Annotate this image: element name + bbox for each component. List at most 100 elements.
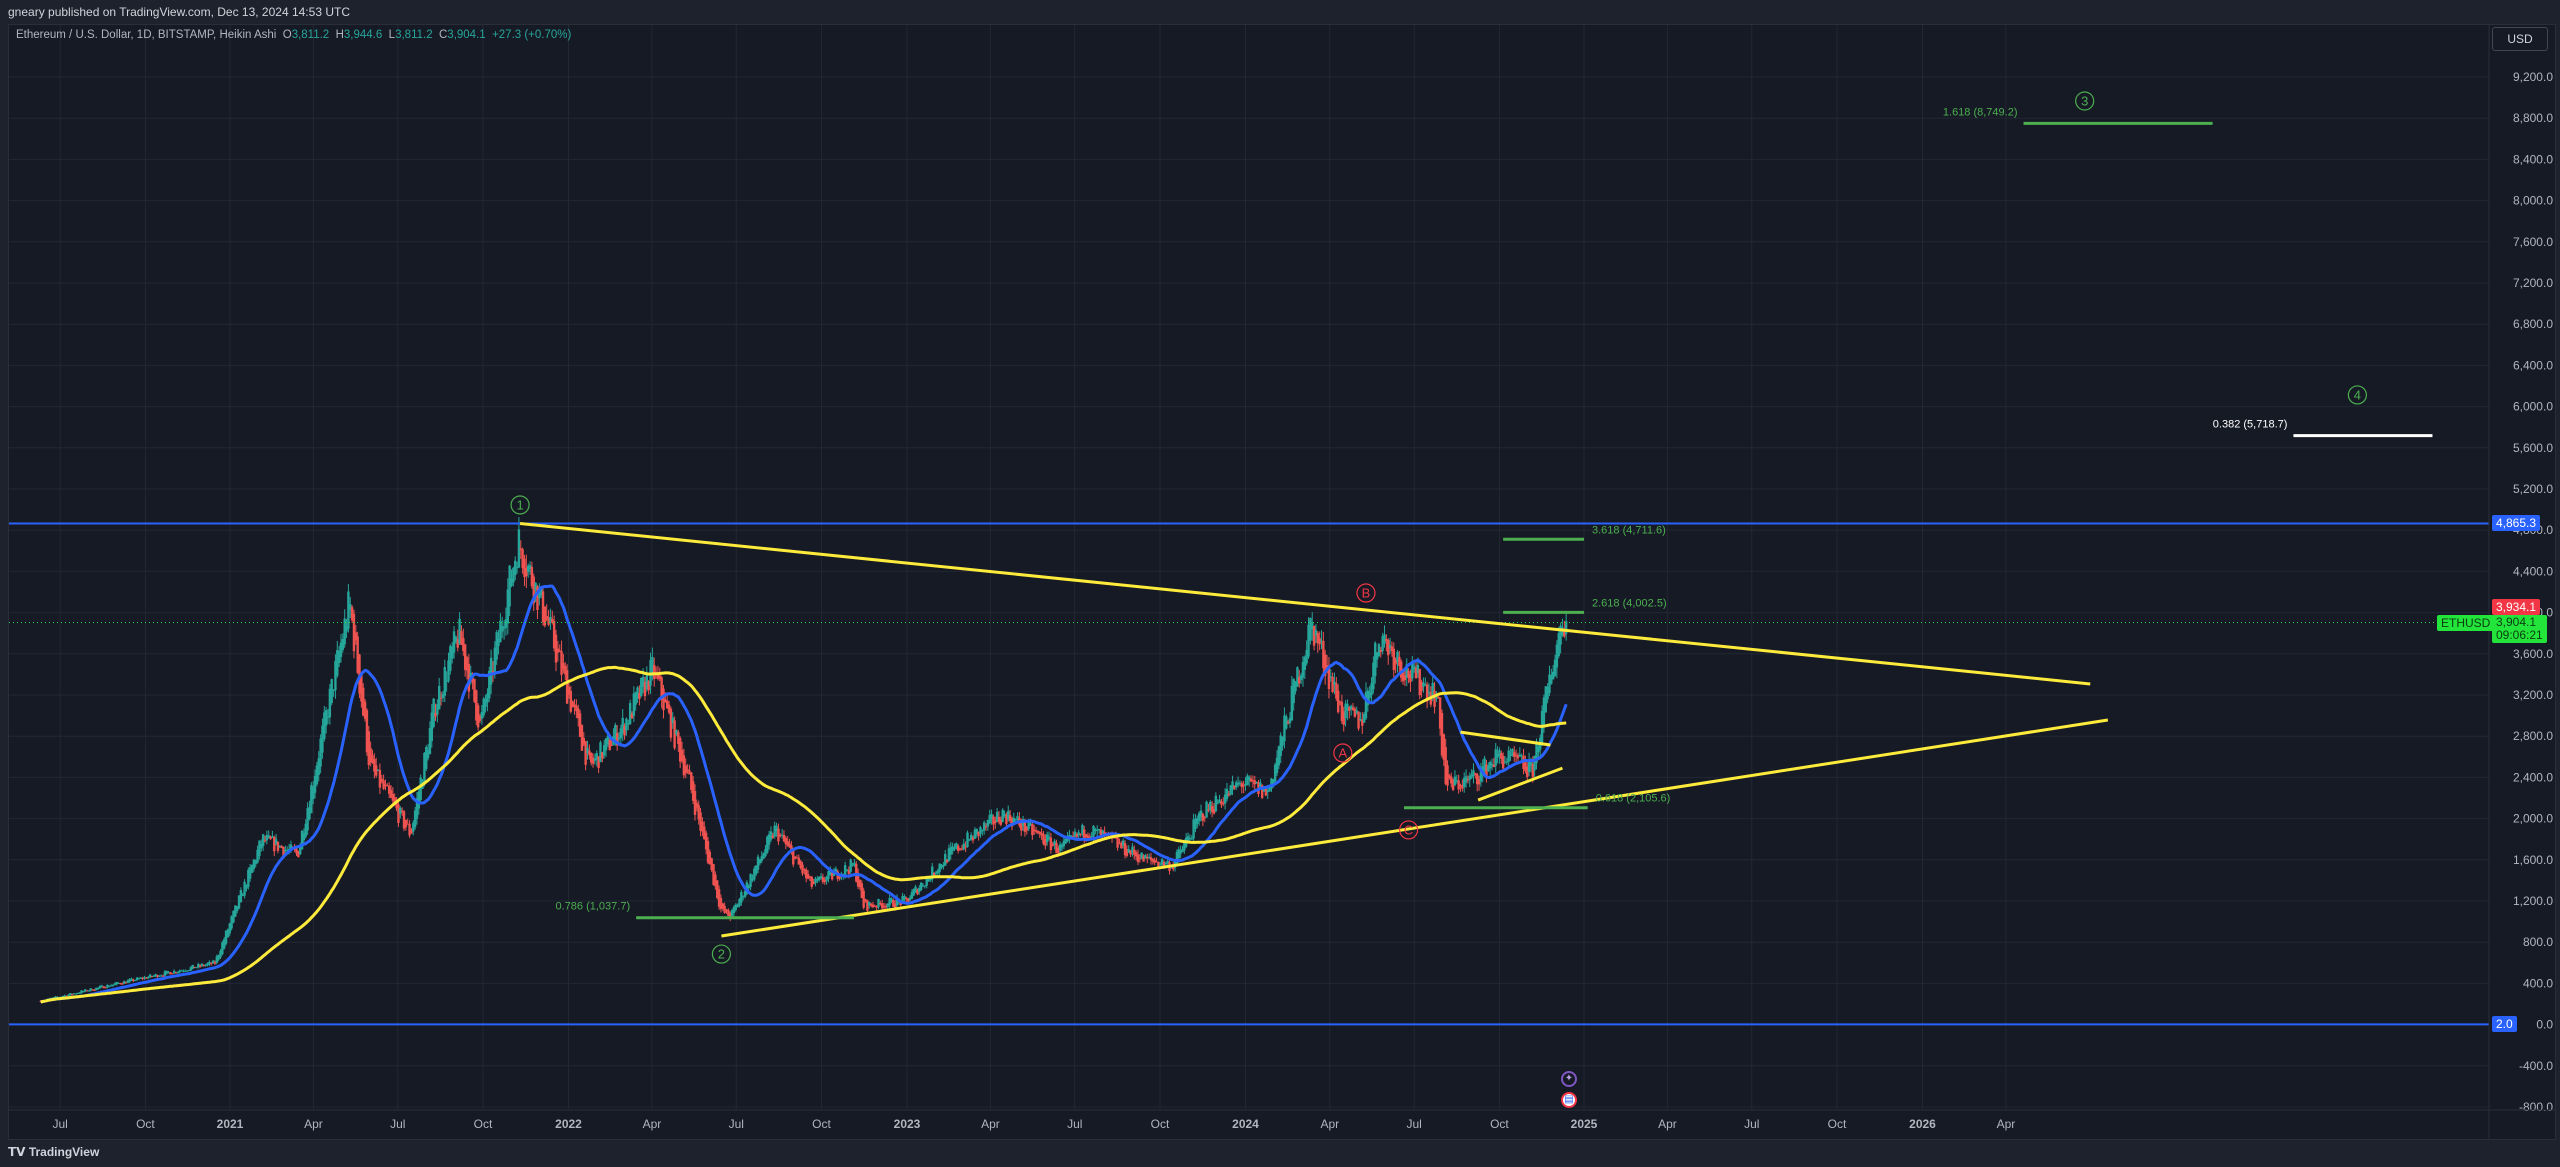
candle: [727, 910, 730, 917]
candle: [997, 816, 1001, 823]
wave-label: 3: [2081, 93, 2088, 108]
candle: [829, 870, 832, 876]
candle: [261, 834, 265, 847]
candle: [363, 701, 367, 719]
candle: [567, 686, 571, 695]
candle: [749, 873, 752, 887]
y-tick-label: -800.0: [2519, 1100, 2553, 1114]
candle: [1548, 674, 1551, 693]
candle: [784, 838, 788, 845]
x-tick-label: Apr: [643, 1117, 662, 1131]
candle: [482, 698, 485, 716]
candle: [1283, 715, 1286, 742]
candle: [1298, 676, 1301, 684]
candle: [1253, 780, 1256, 785]
candle: [641, 676, 645, 687]
candle: [1316, 632, 1319, 644]
candle: [352, 613, 356, 652]
candle: [810, 876, 813, 887]
candle: [376, 769, 380, 771]
candle: [1012, 817, 1016, 823]
candle: [234, 905, 237, 917]
candle: [206, 963, 209, 966]
x-tick-label: 2022: [555, 1117, 582, 1131]
candle: [849, 859, 852, 872]
candle: [767, 834, 771, 845]
us-flag-event-icon[interactable]: ▤: [1561, 1092, 1577, 1108]
candle: [817, 876, 821, 880]
hline-price-tag: 4,865.3: [2492, 515, 2541, 531]
candle: [1055, 842, 1058, 853]
candle: [389, 789, 393, 798]
x-tick-label: Apr: [981, 1117, 1000, 1131]
x-tick-label: Jul: [1744, 1117, 1759, 1131]
candle: [1531, 764, 1534, 777]
candle: [1220, 801, 1223, 805]
candle: [981, 830, 984, 832]
candle: [1507, 750, 1510, 762]
wave-label: 2: [718, 947, 725, 962]
candle: [1477, 779, 1481, 785]
candle: [108, 986, 111, 988]
candle: [1285, 716, 1288, 729]
candle: [879, 903, 882, 905]
currency-button[interactable]: USD: [2492, 27, 2548, 51]
x-tick-label: Jul: [390, 1117, 405, 1131]
candle: [267, 835, 270, 838]
chart-pane[interactable]: [8, 24, 2556, 1140]
candle: [1535, 741, 1538, 764]
candle: [910, 892, 914, 899]
event-star-icon[interactable]: ✦: [1561, 1071, 1577, 1087]
candle: [853, 862, 856, 866]
candle: [721, 903, 725, 909]
candle: [1357, 711, 1360, 729]
candle: [514, 560, 517, 576]
candle: [1524, 762, 1527, 772]
candle: [463, 644, 467, 670]
candle: [773, 825, 776, 837]
candle: [923, 885, 927, 887]
candle: [856, 872, 860, 887]
tv-logo-icon: 𝗧𝗩: [8, 1145, 29, 1159]
candle: [102, 986, 105, 989]
candle: [72, 993, 76, 995]
candle: [1077, 832, 1080, 836]
candle: [161, 975, 165, 977]
candle: [1301, 661, 1305, 678]
candle: [152, 975, 155, 977]
candle: [1375, 652, 1379, 660]
candle: [1324, 654, 1327, 676]
candle: [1144, 855, 1147, 859]
candle: [386, 785, 389, 787]
candle: [738, 899, 741, 906]
candle: [369, 748, 372, 763]
candle: [1368, 692, 1371, 698]
candle: [953, 848, 956, 850]
x-tick-label: 2025: [1571, 1117, 1598, 1131]
candle: [83, 989, 87, 992]
tradingview-logo[interactable]: 𝗧𝗩 TradingView: [8, 1145, 99, 1159]
candle: [888, 898, 891, 906]
candle: [1468, 775, 1471, 780]
candle: [591, 757, 595, 764]
candle: [1005, 814, 1008, 825]
candle: [185, 970, 189, 972]
candle: [91, 989, 94, 991]
candle: [1446, 765, 1449, 786]
fib-level-label: 0.786 (1,037.7): [556, 901, 631, 913]
x-tick-label: Oct: [1151, 1117, 1170, 1131]
candle: [311, 786, 315, 800]
candle: [1422, 682, 1425, 687]
candle: [349, 604, 352, 611]
candle: [799, 861, 802, 869]
candle: [558, 650, 561, 653]
candle: [1199, 810, 1203, 818]
candle: [501, 625, 504, 632]
candle: [252, 859, 256, 869]
candle: [847, 869, 851, 874]
candle: [67, 994, 70, 997]
candle: [304, 823, 307, 837]
candle: [1238, 782, 1242, 784]
candle: [643, 681, 647, 697]
